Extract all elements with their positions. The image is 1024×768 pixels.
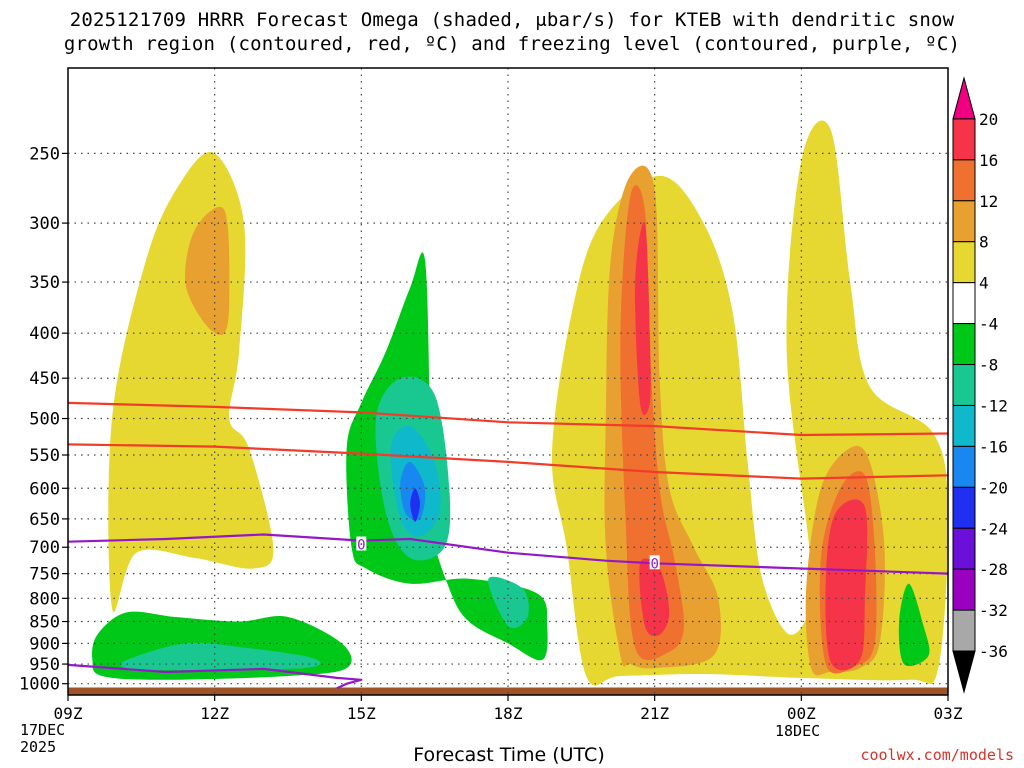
colorbar-label-4: 4 (979, 274, 989, 293)
gridlines (68, 68, 948, 695)
colorbar-box (952, 159, 976, 202)
y-tick-label-250: 250 (29, 144, 60, 164)
colorbar-label--16: -16 (979, 437, 1008, 456)
y-tick-label-550: 550 (29, 446, 60, 466)
colorbar-box (952, 200, 976, 243)
colorbar-label--36: -36 (979, 642, 1008, 661)
y-tick-label-650: 650 (29, 510, 60, 530)
x-tick-label-00Z: 00Z (787, 704, 816, 723)
start-date-year: 2025 (20, 738, 57, 756)
colorbar-label--32: -32 (979, 601, 1008, 620)
contour-label-freezing-level: 0 (650, 556, 658, 572)
x-tick-label-18Z: 18Z (494, 704, 523, 723)
y-tick-label-850: 850 (29, 613, 60, 633)
colorbar-box (952, 241, 976, 284)
chart-title-line2: growth region (contoured, red, ºC) and f… (63, 33, 961, 55)
colorbar-box (952, 118, 976, 161)
colorbar-box (952, 282, 976, 325)
colorbar-box (952, 364, 976, 406)
y-tick-label-300: 300 (29, 214, 60, 234)
contour-label-bg (356, 536, 367, 551)
omega-region-green-far-right (898, 583, 930, 667)
y-tick-label-700: 700 (29, 538, 60, 558)
x-tick-label-15Z: 15Z (347, 704, 376, 723)
colorbar-label--12: -12 (979, 396, 1008, 415)
x-tick-label-21Z: 21Z (640, 704, 669, 723)
colorbar: 20 16 12 8 4 -4 -8 -12 -16 -20 -24 -28 -32 -36 (952, 76, 1008, 694)
omega-region-tan-early (108, 151, 274, 613)
colorbar-arrow-bottom (952, 650, 976, 694)
x-tick-label-12Z: 12Z (200, 704, 229, 723)
colorbar-label--4: -4 (979, 315, 998, 334)
y-tick-label-600: 600 (29, 479, 60, 499)
y-tick-label-400: 400 (29, 324, 60, 344)
colorbar-box (952, 323, 976, 366)
colorbar-label-20: 20 (979, 110, 998, 129)
axes: 2503003504004505005506006507007508008509… (19, 67, 963, 723)
colorbar-label-16: 16 (979, 151, 998, 170)
omega-region-magenta-right (825, 499, 868, 671)
x-tick-label-03Z: 03Z (934, 704, 963, 723)
omega-shading (68, 77, 948, 695)
contour-label-freezing-level: 0 (357, 538, 365, 554)
x-tick-label-09Z: 09Z (54, 704, 83, 723)
surface-band (68, 687, 948, 695)
colorbar-label--20: -20 (979, 478, 1008, 497)
colorbar-label--24: -24 (979, 519, 1008, 538)
y-tick-label-1000: 1000 (19, 675, 60, 695)
contour-label-bg (649, 555, 660, 570)
y-tick-label-900: 900 (29, 634, 60, 654)
colorbar-label--8: -8 (979, 356, 998, 375)
colorbar-box (952, 527, 976, 570)
mid-date-label: 18DEC (775, 722, 821, 740)
contour-freezing-level (68, 533, 948, 575)
colorbar-arrow-top (952, 76, 976, 120)
omega-region-green-mid (346, 252, 548, 661)
contour-freezing-level-sfc (68, 663, 363, 690)
y-tick-label-350: 350 (29, 273, 60, 293)
colorbar-label-12: 12 (979, 192, 998, 211)
colorbar-box (952, 609, 976, 652)
y-tick-label-800: 800 (29, 589, 60, 609)
omega-region-blue-mid (410, 488, 420, 522)
colorbar-box (952, 486, 976, 529)
omega-region-teal-early-low (120, 642, 321, 671)
contours: 00 (68, 401, 948, 690)
colorbar-box (952, 568, 976, 611)
y-tick-label-450: 450 (29, 369, 60, 389)
contour-dgz-bottom (68, 443, 948, 480)
omega-region-magenta-main-low (639, 558, 670, 637)
omega-region-orange-early (184, 206, 230, 336)
contour-dgz-top (68, 401, 948, 437)
omega-region-magenta-main (634, 221, 651, 415)
chart-title-line1: 2025121709 HRRR Forecast Omega (shaded, … (69, 9, 955, 31)
colorbar-box (952, 404, 976, 447)
start-date-label: 17DEC 2025 (20, 722, 65, 756)
y-tick-label-750: 750 (29, 565, 60, 585)
colorbar-box (952, 445, 976, 488)
x-axis-label: Forecast Time (UTC) (413, 744, 605, 766)
y-tick-label-950: 950 (29, 655, 60, 675)
y-tick-label-500: 500 (29, 410, 60, 430)
credit-link[interactable]: coolwx.com/models (860, 746, 1014, 764)
colorbar-label-8: 8 (979, 233, 989, 252)
colorbar-label--28: -28 (979, 560, 1008, 579)
start-date-day: 17DEC (20, 721, 66, 739)
